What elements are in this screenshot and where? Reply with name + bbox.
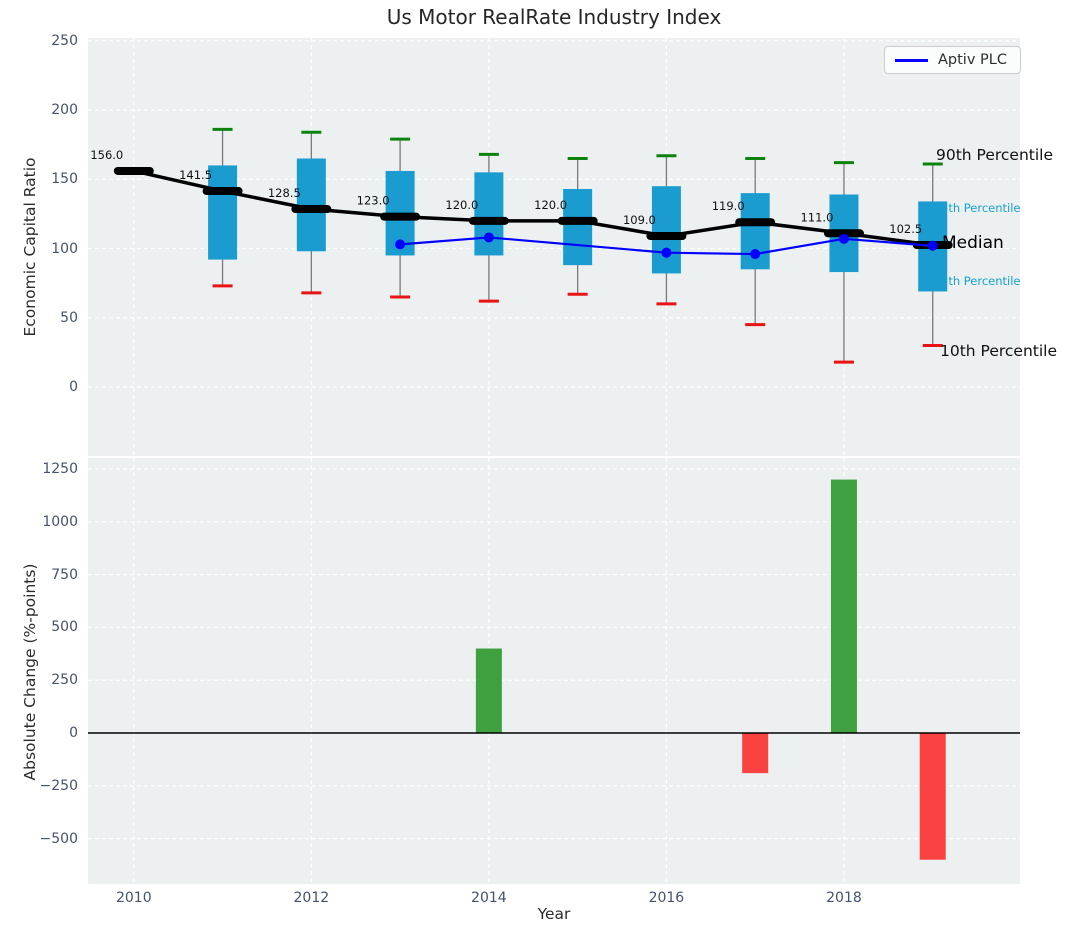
x-tick-2014: 2014 (471, 890, 507, 906)
annotation-10th-percentile: 10th Percentile (940, 342, 1058, 360)
x-tick-2016: 2016 (648, 890, 685, 906)
bottom-y-tick--500: −500 (39, 830, 78, 847)
legend-label: Aptiv PLC (938, 52, 1007, 68)
aptiv-marker-2019 (927, 240, 938, 251)
legend: Aptiv PLC (884, 46, 1021, 74)
annotation-25th-percentile: 5th Percentile (941, 274, 1021, 288)
median-value-label-2014: 120.0 (445, 198, 478, 212)
median-value-label-2011: 141.5 (179, 168, 212, 182)
bar-2019 (919, 733, 946, 860)
aptiv-marker-2014 (483, 232, 494, 243)
median-value-label-2013: 123.0 (357, 194, 390, 208)
top-y-tick-50: 50 (60, 309, 78, 326)
iqr-box-2015 (563, 188, 593, 266)
bottom-y-tick-750: 750 (51, 566, 78, 583)
aptiv-line (400, 236, 933, 256)
iqr-box-2012 (296, 158, 326, 252)
bottom-y-tick--250: −250 (39, 777, 78, 794)
median-value-label-2019: 102.5 (889, 222, 922, 236)
boxplot-canvas: 156.0 141.5 128.5 123.0 120.0 120.0 109.0 119.0… (88, 38, 1020, 456)
top-y-tick-200: 200 (51, 102, 78, 119)
bar-2014 (475, 648, 502, 733)
aptiv-marker-2016 (661, 247, 672, 258)
top-y-tick-250: 250 (51, 32, 78, 49)
annotation-90th-percentile: 90th Percentile (936, 146, 1054, 164)
bar-canvas (88, 458, 1020, 884)
median-value-label-2015: 120.0 (534, 198, 567, 212)
bottom-y-tick-250: 250 (51, 672, 78, 689)
top-y-tick-0: 0 (69, 379, 78, 395)
x-axis-label: Year (537, 905, 571, 923)
x-tick-2012: 2012 (293, 890, 330, 906)
top-axes-boxplot: 156.0 141.5 128.5 123.0 120.0 120.0 109.0 119.0… (88, 38, 1020, 456)
bar-2017 (742, 733, 769, 774)
iqr-box-2016 (651, 186, 681, 274)
chart-title: Us Motor RealRate Industry Index (386, 5, 722, 29)
top-y-tick-100: 100 (51, 240, 78, 257)
bottom-y-tick-1250: 1250 (42, 461, 78, 477)
bottom-axes-bars (88, 458, 1020, 884)
x-tick-2018: 2018 (826, 890, 862, 906)
median-value-label-2017: 119.0 (712, 199, 745, 213)
bottom-y-tick-500: 500 (51, 619, 78, 636)
legend-line-swatch (895, 58, 928, 62)
bottom-y-tick-1000: 1000 (42, 513, 78, 530)
annotation-median: Median (942, 233, 1004, 253)
median-line (132, 169, 935, 247)
iqr-box-2011 (208, 165, 238, 260)
annotation-75th-percentile: 5th Percentile (941, 201, 1021, 215)
top-y-tick-150: 150 (51, 171, 78, 188)
bar-2018 (830, 479, 857, 733)
aptiv-marker-2018 (838, 233, 849, 244)
aptiv-marker-2013 (395, 239, 406, 250)
bottom-y-tick-0: 0 (69, 725, 78, 741)
aptiv-marker-2017 (750, 249, 761, 260)
median-value-label-2012: 128.5 (268, 186, 301, 200)
median-value-label-2016: 109.0 (623, 213, 656, 227)
median-value-label-2018: 111.0 (800, 210, 833, 224)
median-value-label-2010: 156.0 (90, 148, 123, 162)
x-tick-2010: 2010 (115, 890, 152, 906)
iqr-box-2014 (474, 172, 504, 256)
